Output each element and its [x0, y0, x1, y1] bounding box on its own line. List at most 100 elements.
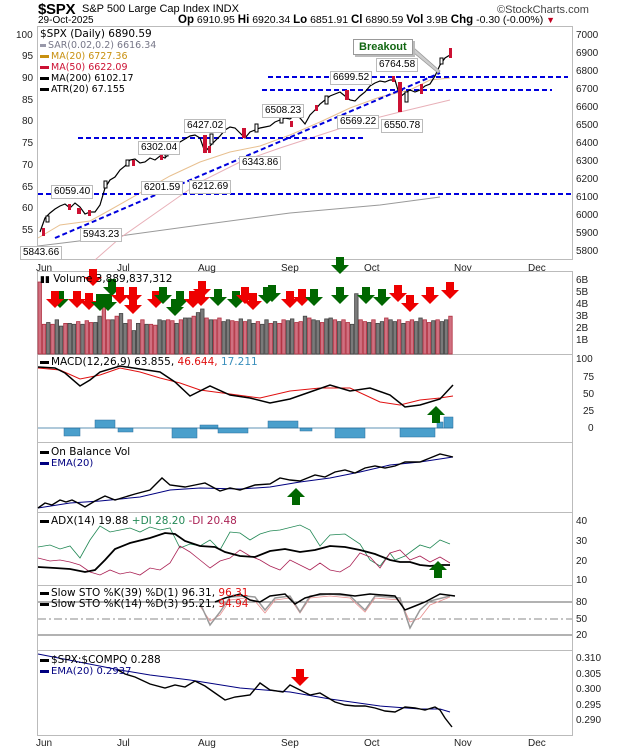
- ma50-text: MA(50) 6622.09: [51, 62, 128, 73]
- close-label: Cl: [350, 14, 363, 26]
- svg-text:55: 55: [22, 225, 34, 236]
- svg-text:6500: 6500: [576, 120, 599, 131]
- macd-value: MACD(12,26,9) 63.855,: [51, 356, 175, 368]
- svg-text:70: 70: [22, 160, 34, 171]
- price-panel: [37, 26, 573, 260]
- svg-text:Oct: Oct: [364, 263, 380, 274]
- sto2-value: Slow STO %K(14) %D(3) 95.21,: [51, 598, 216, 610]
- ratio-legend: $SPX:$COMPQ 0.288: [40, 654, 161, 666]
- svg-text:0.300: 0.300: [576, 684, 601, 695]
- price-legend-ma200: MA(200) 6102.17: [40, 73, 134, 84]
- svg-text:5900: 5900: [576, 228, 599, 239]
- ohlc-bar: Op 6910.95 Hi 6920.34 Lo 6851.91 Cl 6890…: [178, 14, 555, 26]
- price-legend-main-text: $SPX (Daily) 6890.59: [40, 28, 152, 40]
- down-triangle-icon: ▼: [546, 15, 556, 25]
- svg-text:100: 100: [576, 354, 593, 365]
- price-legend-ma50: MA(50) 6622.09: [40, 62, 128, 73]
- obv-swatch-icon: [40, 450, 49, 454]
- svg-text:6400: 6400: [576, 138, 599, 149]
- ma20-text: MA(20) 6727.36: [51, 51, 128, 62]
- svg-text:Jul: Jul: [117, 738, 130, 749]
- svg-text:4B: 4B: [576, 299, 589, 310]
- macd-signal-value: 46.644,: [177, 356, 218, 368]
- price-annotation: 6427.02: [184, 119, 227, 133]
- ratio-value: $SPX:$COMPQ 0.288: [51, 654, 161, 666]
- svg-text:6100: 6100: [576, 192, 599, 203]
- low-label: Lo: [293, 14, 308, 26]
- macd-hist-value: 17.211: [220, 356, 258, 368]
- svg-text:6600: 6600: [576, 102, 599, 113]
- svg-text:Dec: Dec: [528, 263, 546, 274]
- svg-text:6200: 6200: [576, 174, 599, 185]
- open-value: 6910.95: [196, 14, 235, 26]
- svg-text:10: 10: [576, 575, 588, 586]
- obv-text: On Balance Vol: [51, 446, 131, 458]
- svg-text:100: 100: [16, 30, 33, 41]
- adx-value: ADX(14) 19.88: [51, 515, 129, 527]
- svg-text:75: 75: [22, 138, 34, 149]
- chg-label: Chg: [450, 14, 474, 26]
- svg-text:6B: 6B: [576, 275, 589, 286]
- adx-legend: ADX(14) 19.88 +DI 28.20 -DI 20.48: [40, 515, 237, 527]
- price-legend-main: $SPX (Daily) 6890.59: [40, 28, 152, 40]
- obv-ema-legend: EMA(20): [40, 458, 93, 469]
- svg-text:2B: 2B: [576, 323, 589, 334]
- ma20-swatch-icon: [40, 55, 49, 58]
- high-value: 6920.34: [252, 14, 291, 26]
- macd-histogram: [63, 416, 454, 439]
- ratio-ema-value: EMA(20) 0.2937: [51, 666, 132, 677]
- svg-text:5800: 5800: [576, 246, 599, 257]
- svg-text:Oct: Oct: [364, 738, 380, 749]
- svg-text:50: 50: [576, 614, 588, 625]
- macd-swatch-icon: [40, 360, 49, 364]
- price-legend-atr: ATR(20) 67.155: [40, 84, 125, 95]
- svg-text:Aug: Aug: [198, 738, 216, 749]
- sto2-legend: Slow STO %K(14) %D(3) 95.21, 94.94: [40, 598, 248, 610]
- svg-text:30: 30: [576, 536, 588, 547]
- pdi-value: +DI 28.20: [131, 515, 186, 527]
- svg-text:Sep: Sep: [281, 263, 299, 274]
- price-annotation: 6569.22: [337, 115, 380, 129]
- price-annotation: 5843.66: [20, 246, 63, 260]
- ma200-swatch-icon: [40, 77, 49, 80]
- mdi-value: -DI 20.48: [188, 515, 237, 527]
- sar-text: SAR(0.02,0.2) 6616.34: [48, 40, 157, 51]
- ratio-swatch-icon: [40, 658, 49, 662]
- svg-text:6700: 6700: [576, 84, 599, 95]
- low-value: 6851.91: [310, 14, 349, 26]
- volume-bars: [37, 281, 453, 355]
- svg-text:85: 85: [22, 95, 34, 106]
- svg-text:1B: 1B: [576, 335, 589, 346]
- high-label: Hi: [237, 14, 250, 26]
- svg-text:Jul: Jul: [117, 263, 130, 274]
- atr-text: ATR(20) 67.155: [51, 84, 125, 95]
- chart-header: $SPX S&P 500 Large Cap Index INDX ©Stock…: [0, 0, 620, 26]
- svg-text:5B: 5B: [576, 287, 589, 298]
- svg-text:Sep: Sep: [281, 738, 299, 749]
- svg-text:0.305: 0.305: [576, 669, 601, 680]
- svg-text:6000: 6000: [576, 210, 599, 221]
- svg-text:Nov: Nov: [454, 738, 472, 749]
- sto2-swatch-icon: [40, 602, 49, 606]
- svg-text:95: 95: [22, 51, 34, 62]
- chg-value: -0.30 (-0.00%): [476, 14, 544, 26]
- price-annotation: 6212.69: [189, 180, 232, 194]
- ratio-panel: [37, 650, 573, 736]
- obv-ema-text: EMA(20): [51, 458, 94, 469]
- svg-text:20: 20: [576, 630, 588, 641]
- price-annotation: 6550.78: [381, 119, 424, 133]
- svg-text:40: 40: [576, 516, 588, 527]
- vol-value: 3.9B: [426, 14, 448, 26]
- svg-text:20: 20: [576, 556, 588, 567]
- breakout-callout: Breakout: [353, 39, 413, 55]
- svg-text:50: 50: [583, 389, 595, 400]
- adx-swatch-icon: [40, 519, 49, 523]
- price-annotation: 5943.23: [80, 228, 123, 242]
- price-legend-ma20: MA(20) 6727.36: [40, 51, 128, 62]
- price-annotation: 6343.86: [239, 156, 282, 170]
- price-annotation: 6302.04: [138, 141, 181, 155]
- svg-text:25: 25: [583, 406, 595, 417]
- svg-text:75: 75: [583, 372, 595, 383]
- sar-icon: [40, 44, 46, 47]
